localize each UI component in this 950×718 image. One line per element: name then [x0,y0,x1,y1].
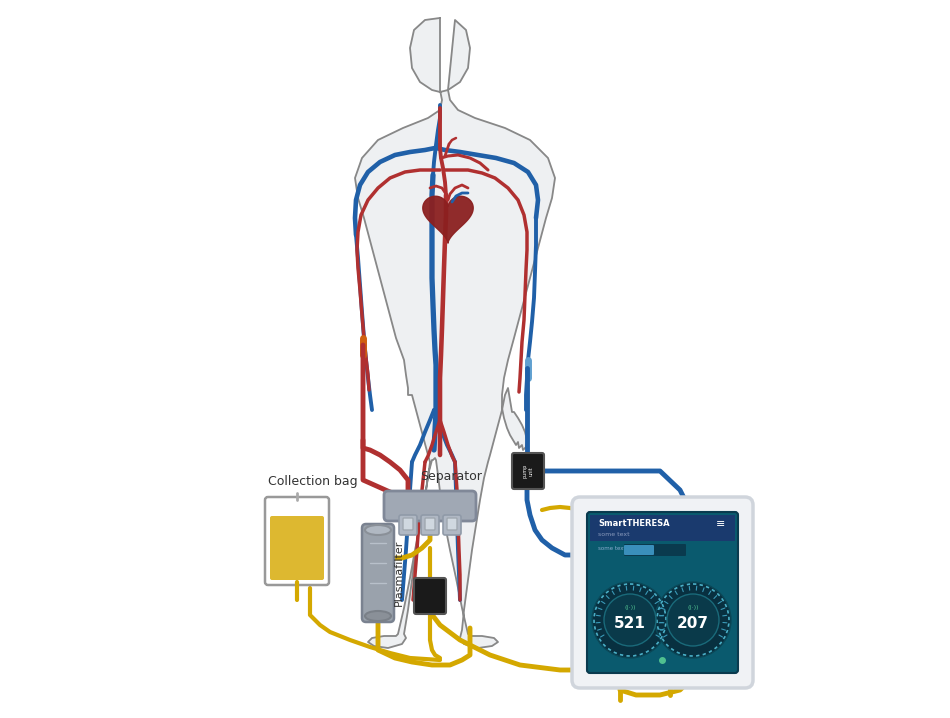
FancyBboxPatch shape [572,497,753,688]
FancyBboxPatch shape [421,515,439,535]
FancyBboxPatch shape [590,515,735,541]
Circle shape [655,582,731,658]
Circle shape [592,582,668,658]
Ellipse shape [365,525,391,535]
Text: ≡: ≡ [715,519,725,529]
Circle shape [667,594,719,646]
Text: 207: 207 [677,617,709,632]
Polygon shape [423,196,473,243]
FancyBboxPatch shape [362,524,394,622]
FancyBboxPatch shape [512,453,544,489]
FancyBboxPatch shape [443,515,461,535]
Text: some text: some text [598,533,630,538]
FancyBboxPatch shape [425,518,435,530]
Text: Plasmafilter: Plasmafilter [394,540,404,606]
FancyBboxPatch shape [403,518,413,530]
Text: SmartTHERESA: SmartTHERESA [598,520,670,528]
FancyBboxPatch shape [265,497,329,585]
Text: some text: some text [598,546,626,551]
FancyBboxPatch shape [414,578,446,614]
Polygon shape [355,18,555,648]
Text: ((·)): ((·)) [624,605,636,610]
FancyBboxPatch shape [624,544,686,556]
FancyBboxPatch shape [270,516,324,580]
Text: ((·)): ((·)) [687,605,699,610]
FancyBboxPatch shape [399,515,417,535]
Text: 521: 521 [614,617,646,632]
Text: Separator: Separator [420,470,482,483]
FancyBboxPatch shape [384,491,476,521]
Ellipse shape [365,611,391,621]
FancyBboxPatch shape [624,545,654,555]
FancyBboxPatch shape [587,512,738,673]
Circle shape [604,594,656,646]
FancyBboxPatch shape [447,518,457,530]
Text: pump
unit: pump unit [522,464,533,478]
Text: Collection bag: Collection bag [268,475,357,488]
